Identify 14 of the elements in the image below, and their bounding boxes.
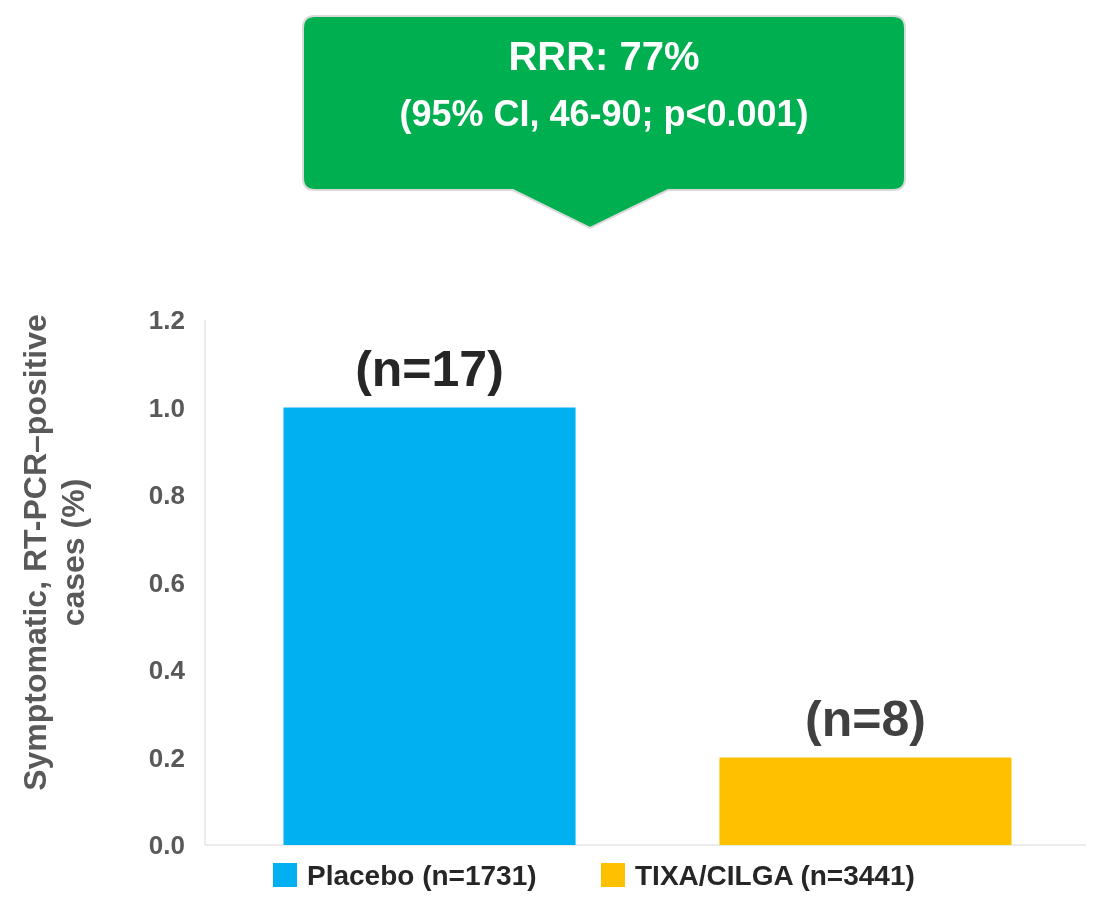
y-tick-label: 0.6 [148, 567, 185, 598]
y-tick-label: 0.0 [148, 830, 185, 861]
text: (95% CI, 46-90; p<0.001) [399, 93, 809, 134]
y-tick-label: 1.0 [148, 392, 185, 423]
y-tick-label: 1.2 [148, 305, 185, 336]
y-tick-label: 0.2 [148, 742, 185, 773]
legend-label: TIXA/CILGA (n=3441) [635, 859, 915, 891]
y-tick-label: 0.8 [148, 480, 185, 511]
y-tick-label: 0.4 [148, 655, 186, 686]
annotation: (n=8) [805, 690, 926, 747]
text: RRR: 77% [508, 34, 700, 78]
annotation: (n=17) [355, 340, 504, 397]
y-axis-title: Symptomatic, RT-PCR–positive cases (%) [17, 314, 91, 791]
legend-label: Placebo (n=1731) [307, 859, 537, 891]
